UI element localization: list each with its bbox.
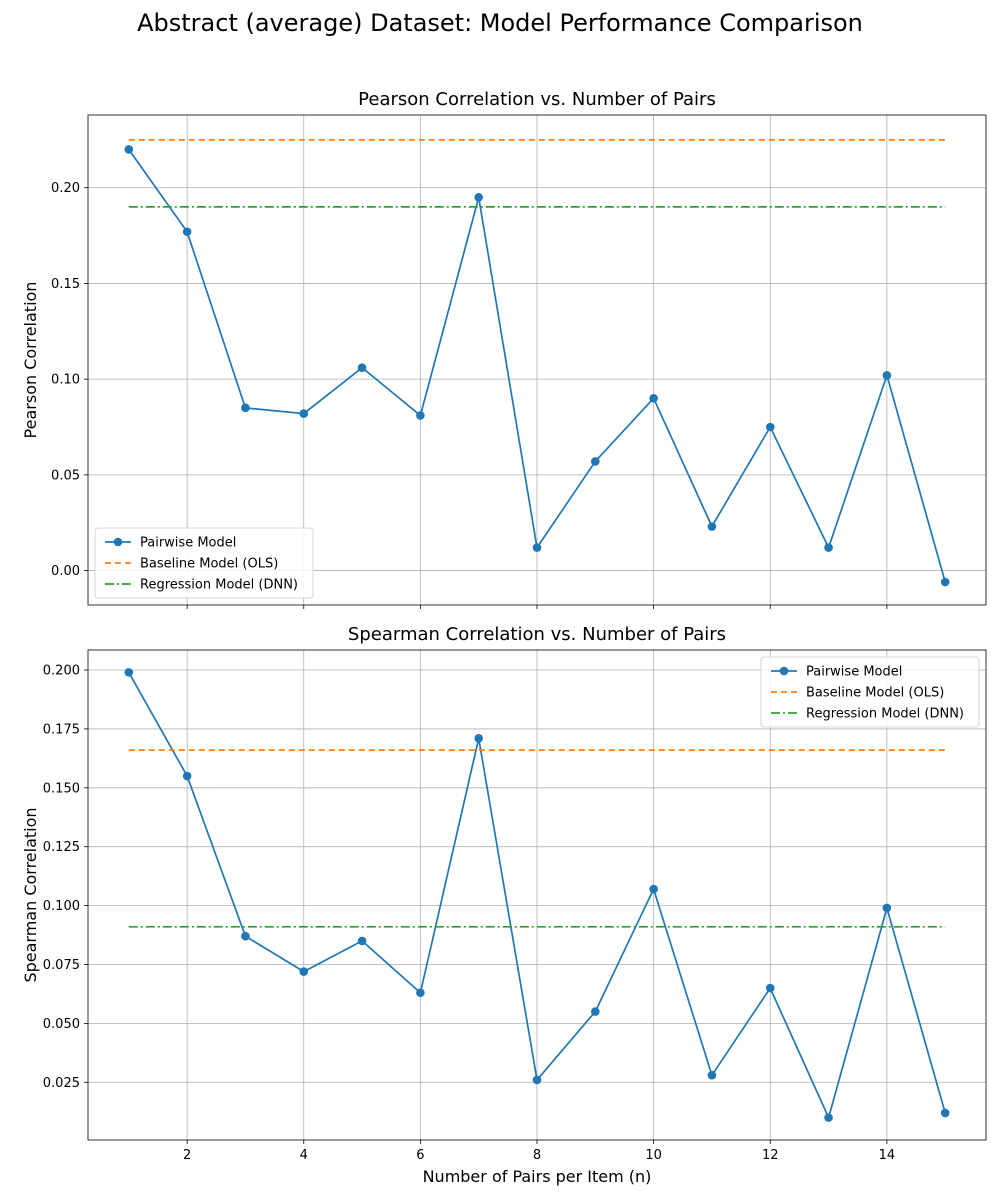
x-tick-label: 6	[416, 1148, 424, 1163]
axes-title: Spearman Correlation vs. Number of Pairs	[348, 624, 726, 645]
y-axis-label: Pearson Correlation	[21, 282, 40, 439]
data-point	[299, 409, 309, 418]
y-tick-label: 0.125	[43, 840, 80, 855]
legend-label: Baseline Model (OLS)	[140, 557, 278, 572]
data-point	[182, 227, 192, 237]
figure-suptitle: Abstract (average) Dataset: Model Perfor…	[137, 9, 863, 37]
data-point	[241, 403, 250, 413]
y-tick-label: 0.200	[43, 664, 80, 679]
data-point	[241, 931, 250, 941]
data-point	[824, 1113, 833, 1122]
legend: Pairwise Model Baseline Model (OLS) Regres…	[94, 527, 314, 599]
data-point	[707, 522, 717, 531]
legend-label: Pairwise Model	[806, 665, 902, 680]
legend-label: Regression Model (DNN)	[140, 578, 298, 593]
data-point	[649, 393, 658, 403]
data-point	[591, 457, 600, 466]
pearson-panel: 0.00 0.05 0.10 0.15 0.20 Pearson Correlation …	[21, 89, 987, 609]
data-point	[940, 577, 950, 587]
data-point	[940, 1108, 950, 1118]
x-tick-label: 14	[879, 1148, 896, 1163]
y-axis-label: Spearman Correlation	[21, 807, 40, 982]
data-point	[591, 1007, 600, 1016]
legend-box	[760, 656, 980, 728]
y-tick-label: 0.075	[43, 958, 80, 973]
x-tick-label: 2	[183, 1148, 191, 1163]
data-point	[357, 936, 367, 946]
legend-label: Regression Model (DNN)	[806, 707, 964, 722]
x-axis-label: Number of Pairs per Item (n)	[423, 1167, 652, 1186]
legend-box	[94, 527, 314, 599]
data-point	[357, 363, 367, 372]
data-point	[882, 371, 892, 380]
spearman-panel: 2 4 6 8 10 12 14 0.025 0.050 0.075 0.100 0.125 0.150…	[21, 624, 987, 1186]
legend-marker	[779, 666, 789, 676]
y-tick-label: 0.00	[51, 564, 80, 579]
data-point	[765, 983, 775, 993]
x-tick-label: 8	[533, 1148, 541, 1163]
axes-title: Pearson Correlation vs. Number of Pairs	[358, 89, 716, 110]
y-tick-label: 0.10	[51, 373, 80, 388]
data-point	[765, 422, 775, 432]
data-point	[707, 1070, 717, 1080]
data-point	[532, 1075, 542, 1085]
data-point	[824, 543, 833, 552]
y-tick-label: 0.175	[43, 722, 80, 737]
y-tick-label: 0.150	[43, 781, 80, 796]
y-tick-label: 0.05	[51, 468, 80, 483]
legend-label: Baseline Model (OLS)	[806, 686, 944, 701]
legend: Pairwise Model Baseline Model (OLS) Regres…	[760, 656, 980, 728]
legend-label: Pairwise Model	[140, 536, 236, 551]
x-tick-label: 4	[300, 1148, 308, 1163]
data-point	[474, 193, 483, 202]
data-point	[299, 967, 309, 976]
legend-marker	[113, 537, 123, 547]
x-tick-label: 12	[762, 1148, 779, 1163]
data-point	[416, 411, 425, 420]
data-point	[182, 771, 192, 781]
data-point	[124, 145, 134, 154]
data-point	[124, 668, 134, 677]
y-tick-label: 0.100	[43, 899, 80, 914]
data-point	[474, 734, 483, 743]
data-point	[649, 884, 658, 894]
y-tick-label: 0.025	[43, 1076, 80, 1091]
data-point	[882, 903, 892, 913]
data-point	[416, 988, 425, 998]
y-tick-label: 0.050	[43, 1017, 80, 1032]
y-tick-label: 0.20	[51, 181, 80, 196]
y-tick-label: 0.15	[51, 277, 80, 292]
data-point	[532, 543, 542, 552]
x-tick-label: 10	[645, 1148, 662, 1163]
